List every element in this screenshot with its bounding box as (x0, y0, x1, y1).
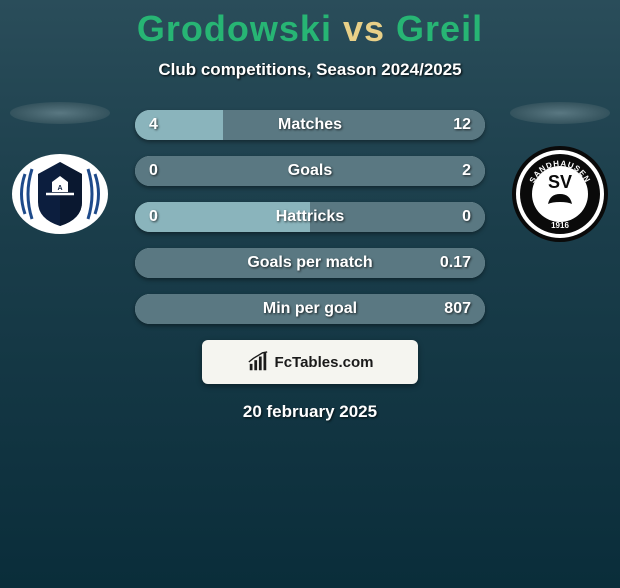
branding-badge: FcTables.com (202, 340, 418, 384)
stat-row: 02Goals (135, 156, 485, 186)
branding-text: FcTables.com (275, 354, 374, 371)
player-right-name: Greil (396, 8, 483, 49)
svg-text:SV: SV (548, 172, 572, 192)
stat-row: 807Min per goal (135, 294, 485, 324)
shadow-ellipse-icon (510, 102, 610, 124)
club-right: SV SANDHAUSEN 1916 (510, 102, 610, 262)
comparison-title: Grodowski vs Greil (0, 8, 620, 50)
club-left: A (10, 102, 110, 262)
title-vs: vs (343, 8, 385, 49)
stat-row: 00Hattricks (135, 202, 485, 232)
shadow-ellipse-icon (10, 102, 110, 124)
stat-label: Hattricks (135, 202, 485, 232)
svg-text:A: A (57, 185, 62, 192)
date-text: 20 february 2025 (0, 402, 620, 422)
stat-row: 412Matches (135, 110, 485, 140)
stat-label: Matches (135, 110, 485, 140)
club-left-badge-icon: A (10, 144, 110, 244)
stat-label: Goals per match (135, 248, 485, 278)
stat-label: Min per goal (135, 294, 485, 324)
player-left-name: Grodowski (137, 8, 332, 49)
content-area: A SV SANDHAUSEN 1916 412Matches 02Goals 00… (0, 110, 620, 422)
svg-text:1916: 1916 (551, 221, 569, 230)
stat-row: 0.17Goals per match (135, 248, 485, 278)
stat-label: Goals (135, 156, 485, 186)
subtitle: Club competitions, Season 2024/2025 (0, 60, 620, 80)
club-right-badge-icon: SV SANDHAUSEN 1916 (510, 144, 610, 244)
chart-icon (247, 351, 269, 373)
stat-bars: 412Matches 02Goals 00Hattricks 0.17Goals pe… (135, 110, 485, 324)
